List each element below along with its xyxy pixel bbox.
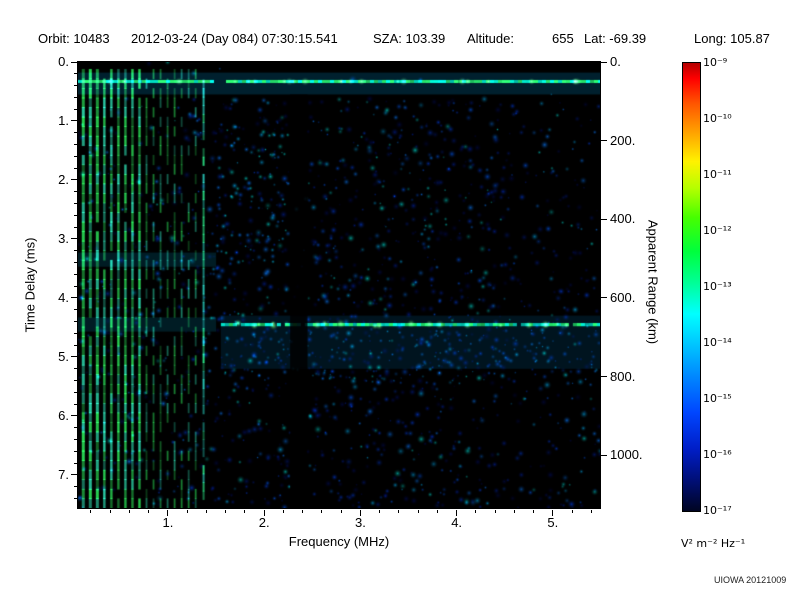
credit-text: UIOWA 20121009 [714,575,787,585]
right-tick-label: 200. [610,132,636,148]
orbit-info: Orbit: 10483 [38,31,110,46]
right-tick [601,61,607,63]
x-minor-tick [379,510,381,513]
x-minor-tick [398,510,400,513]
y-tick-label: 4. [58,289,69,305]
colorbar-tick-label: 10⁻¹¹ [703,168,732,181]
y-tick-label: 1. [58,112,69,128]
x-minor-tick [494,510,496,513]
x-tick [263,510,265,516]
right-tick-label: 400. [610,211,636,227]
x-minor-tick [302,510,304,513]
y-axis-title-left: Time Delay (ms) [22,237,38,333]
x-minor-tick [321,510,323,513]
colorbar-tick-label: 10⁻¹² [703,224,732,237]
x-minor-tick [533,510,535,513]
right-tick-label: 800. [610,368,636,384]
x-minor-tick [205,510,207,513]
x-tick-label: 4. [451,515,463,530]
altitude-label: Altitude: [467,31,514,46]
y-axis-title-right: Apparent Range (km) [645,219,661,345]
right-tick-label: 1000. [610,447,643,463]
x-tick [167,510,169,516]
x-axis-title: Frequency (MHz) [288,534,390,549]
x-minor-tick [513,510,515,513]
x-minor-tick [590,510,592,513]
x-minor-tick [128,510,130,513]
x-tick-label: 3. [354,515,366,530]
longitude-info: Long: 105.87 [694,31,770,46]
sza-info: SZA: 103.39 [373,31,446,46]
x-minor-tick [571,510,573,513]
x-minor-tick [148,510,150,513]
x-minor-tick [186,510,188,513]
colorbar-tick-label: 10⁻¹³ [703,280,732,293]
y-tick-label: 6. [58,407,69,423]
colorbar-units: V² m⁻² Hz⁻¹ [681,537,746,550]
colorbar-tick-label: 10⁻¹⁶ [703,448,732,461]
x-minor-tick [109,510,111,513]
colorbar-tick-label: 10⁻¹⁷ [703,504,732,517]
x-tick [456,510,458,516]
right-tick [601,376,607,378]
latitude-info: Lat: -69.39 [584,31,647,46]
y-tick-label: 5. [58,348,69,364]
x-minor-tick [225,510,227,513]
y-tick-label: 7. [58,466,69,482]
right-tick-label: 600. [610,289,636,305]
x-tick-label: 2. [258,515,270,530]
right-tick [601,140,607,142]
x-tick [552,510,554,516]
right-tick-label: 0. [610,54,621,69]
x-minor-tick [90,510,92,513]
x-minor-tick [340,510,342,513]
right-tick [601,218,607,220]
colorbar-tick-label: 10⁻¹⁴ [703,336,732,349]
colorbar-tick-label: 10⁻⁹ [703,56,728,69]
colorbar [682,62,701,512]
right-tick [601,454,607,456]
y-tick-label: 0. [58,54,69,69]
spectrogram-canvas [78,62,600,508]
altitude-value: 655 [552,31,574,46]
y-tick-label: 2. [58,171,69,187]
spectrogram-plot [77,61,601,509]
x-minor-tick [244,510,246,513]
y-tick-label: 3. [58,230,69,246]
x-tick [359,510,361,516]
right-tick [601,297,607,299]
x-tick-label: 1. [162,515,174,530]
x-minor-tick [417,510,419,513]
x-minor-tick [282,510,284,513]
x-minor-tick [475,510,477,513]
datetime-info: 2012-03-24 (Day 084) 07:30:15.541 [131,31,338,46]
x-tick-label: 5. [547,515,559,530]
colorbar-tick-label: 10⁻¹⁵ [703,392,732,405]
colorbar-tick-label: 10⁻¹⁰ [703,112,732,125]
x-minor-tick [436,510,438,513]
